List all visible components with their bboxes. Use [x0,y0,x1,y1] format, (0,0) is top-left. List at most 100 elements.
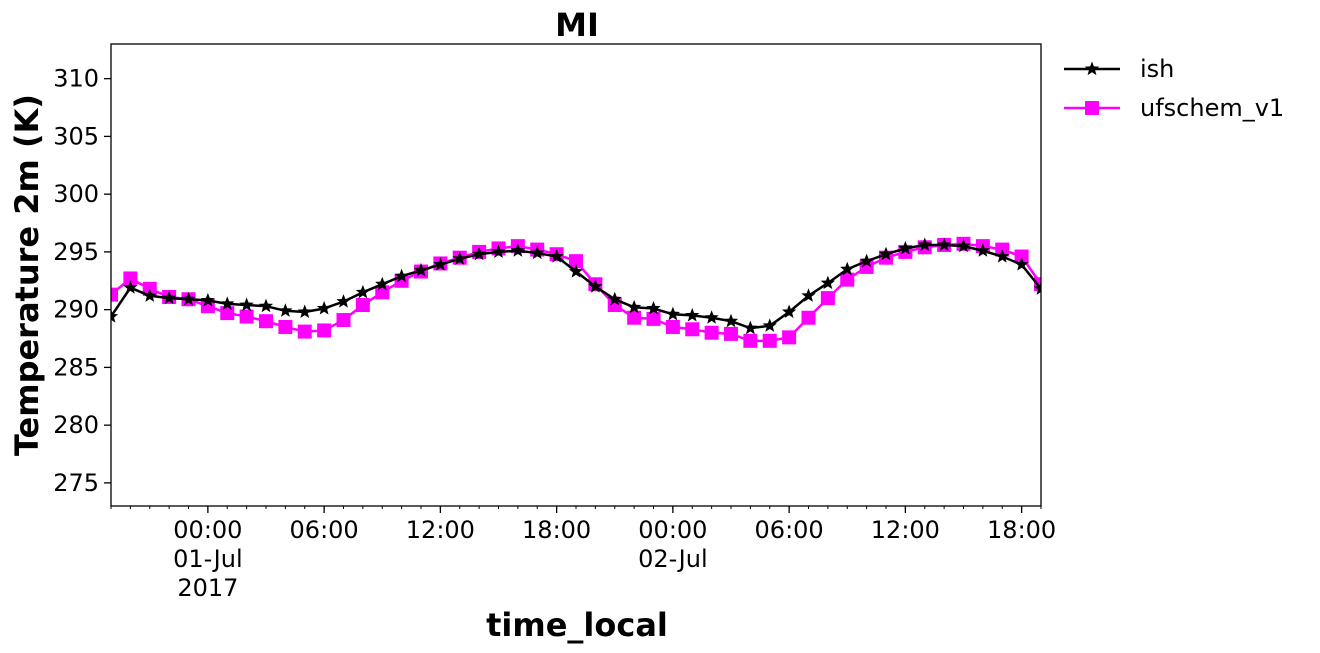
data-point [820,291,835,306]
data-point [956,238,971,253]
data-point [278,303,293,317]
data-point [394,268,409,283]
data-point [200,292,216,307]
data-point [840,261,855,276]
x-tick-label: 02-Jul [638,545,708,573]
data-point [111,287,118,302]
series-layer [111,236,1041,348]
data-point [433,257,448,271]
x-tick-label: 06:00 [755,516,824,544]
data-point [878,246,894,261]
data-point [491,244,506,258]
data-point [297,304,312,319]
data-point [568,264,584,278]
series-ish [111,237,1041,335]
data-point [316,300,332,315]
y-axis-title: Temperature 2m (K) [8,94,46,456]
x-axis-title: time_local [486,606,668,644]
data-point [161,290,177,305]
data-point [510,243,526,257]
data-point [801,310,816,325]
data-point [123,280,138,294]
x-tick-label: 18:00 [522,516,591,544]
data-point [111,309,119,323]
x-tick-label: 2017 [177,574,238,602]
y-tick-label: 280 [53,411,99,439]
data-point [355,284,371,299]
x-tick-label: 00:00 [173,516,242,544]
data-point [549,249,564,263]
chart-title: MI [555,6,599,44]
data-point [1014,249,1029,264]
data-point [239,297,254,312]
data-point [801,288,816,302]
data-point [336,313,351,328]
data-point [530,245,545,260]
y-tick-label: 295 [53,238,99,266]
data-point [181,291,196,306]
data-point [820,275,836,290]
data-point [743,320,758,335]
data-point [355,298,370,313]
data-point [375,276,390,291]
data-point [840,272,855,287]
legend-marker [1085,101,1099,115]
data-point [220,296,235,310]
series-ufschem_v1 [111,236,1041,348]
data-point [685,322,700,337]
data-point [646,300,661,315]
data-point [1014,257,1029,271]
data-point [569,254,583,269]
data-point [239,309,254,324]
y-axis: 275 280 285 290 295 300 305 310 [53,65,111,497]
plot-frame [110,43,1042,507]
y-tick-label: 285 [53,353,99,381]
data-point [704,310,719,324]
data-point [723,313,739,328]
legend-item: ish [1064,55,1174,83]
data-point [297,324,312,339]
x-tick-label: 12:00 [406,516,475,544]
data-point [917,237,932,252]
data-point [975,243,991,257]
data-point [936,237,952,252]
data-point [220,306,235,321]
x-tick-label: 06:00 [290,516,359,544]
data-point [278,319,293,334]
data-point [704,325,719,340]
data-point [665,319,680,334]
data-point [1033,281,1041,295]
data-point [743,333,758,348]
data-point [259,314,273,329]
legend-label: ish [1140,55,1174,83]
data-point [665,306,681,321]
y-tick-label: 275 [53,469,99,497]
data-point [336,294,351,308]
x-tick-label: 00:00 [638,516,707,544]
y-tick-label: 310 [53,65,99,93]
data-point [317,323,332,338]
data-point [258,298,274,313]
data-point [762,318,777,332]
data-point [724,326,738,341]
data-point [685,307,700,322]
data-point [781,304,797,319]
y-tick-label: 300 [53,180,99,208]
data-point [995,249,1010,263]
y-tick-label: 305 [53,122,99,150]
legend-marker [1084,61,1100,76]
legend-item: ufschem_v1 [1064,94,1284,122]
data-point [123,271,138,286]
data-point [142,288,157,302]
data-point [413,262,429,277]
legend-label: ufschem_v1 [1140,94,1284,122]
x-tick-label: 18:00 [987,516,1056,544]
data-point [626,299,642,314]
x-tick-label: 12:00 [871,516,940,544]
data-point [898,240,913,255]
data-point [627,310,642,325]
y-tick-label: 290 [53,296,99,324]
data-point [646,311,661,326]
